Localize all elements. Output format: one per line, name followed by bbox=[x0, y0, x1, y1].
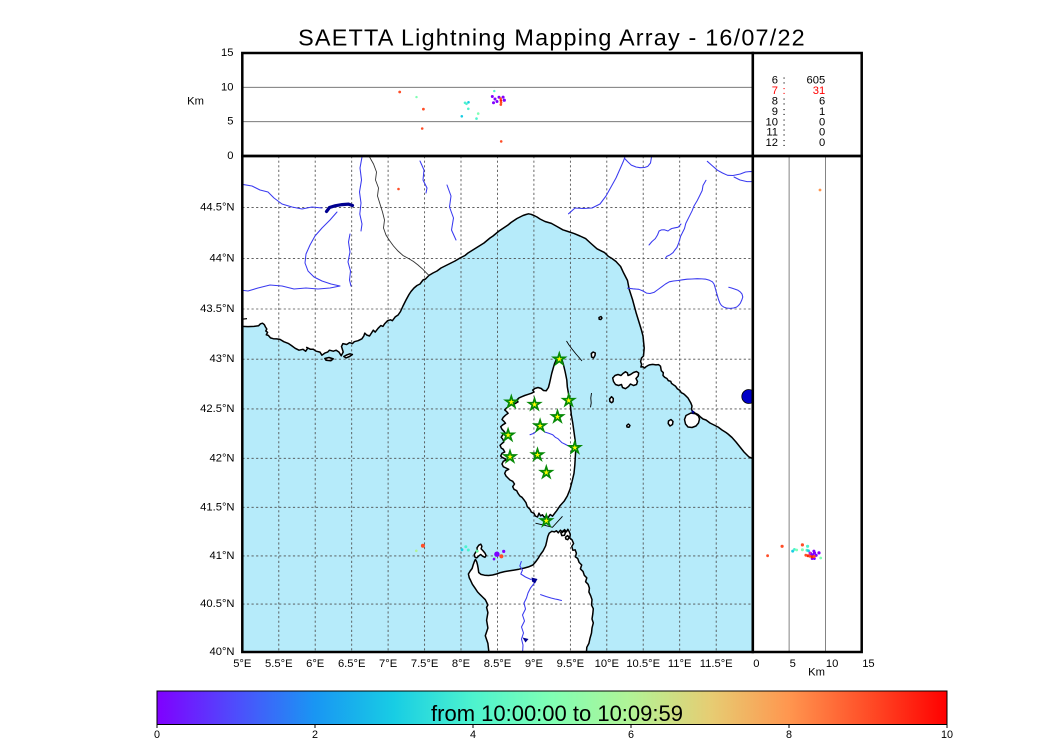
svg-text:0: 0 bbox=[753, 658, 759, 670]
svg-text:10.5°E: 10.5°E bbox=[626, 658, 660, 670]
svg-text:43°N: 43°N bbox=[210, 353, 235, 365]
svg-text:5: 5 bbox=[790, 658, 796, 670]
svg-text:0: 0 bbox=[227, 150, 233, 162]
svg-text:40.5°N: 40.5°N bbox=[200, 598, 234, 610]
svg-text::: : bbox=[783, 106, 786, 118]
svg-text:10: 10 bbox=[941, 729, 953, 741]
svg-text:11.5°E: 11.5°E bbox=[700, 658, 733, 670]
svg-text:11°E: 11°E bbox=[668, 658, 692, 670]
svg-text:41.5°N: 41.5°N bbox=[200, 501, 234, 513]
svg-text::: : bbox=[783, 137, 786, 149]
svg-text:9°E: 9°E bbox=[525, 658, 543, 670]
svg-text:10: 10 bbox=[766, 116, 778, 128]
svg-text:SAETTA Lightning Mapping Array: SAETTA Lightning Mapping Array - 16/07/2… bbox=[298, 25, 806, 51]
svg-text:6: 6 bbox=[772, 75, 778, 87]
svg-text:8.5°E: 8.5°E bbox=[484, 658, 512, 670]
svg-text:5.5°E: 5.5°E bbox=[265, 658, 293, 670]
svg-text:6.5°E: 6.5°E bbox=[338, 658, 366, 670]
svg-text:8: 8 bbox=[786, 729, 792, 741]
svg-text:42.5°N: 42.5°N bbox=[200, 403, 234, 415]
svg-text:42°N: 42°N bbox=[210, 452, 235, 464]
svg-text::: : bbox=[783, 116, 786, 128]
svg-text:0: 0 bbox=[819, 116, 825, 128]
svg-text:7: 7 bbox=[772, 85, 778, 97]
svg-text:1: 1 bbox=[819, 106, 825, 118]
svg-text:43.5°N: 43.5°N bbox=[200, 303, 234, 315]
svg-text:7°E: 7°E bbox=[379, 658, 397, 670]
svg-text:6: 6 bbox=[628, 729, 634, 741]
svg-text:44.5°N: 44.5°N bbox=[200, 201, 234, 213]
svg-text::: : bbox=[783, 96, 786, 108]
svg-text::: : bbox=[783, 85, 786, 97]
svg-text:15: 15 bbox=[221, 47, 233, 59]
svg-text:9.5°E: 9.5°E bbox=[557, 658, 585, 670]
svg-text:11: 11 bbox=[766, 127, 778, 139]
svg-text:8: 8 bbox=[772, 96, 778, 108]
svg-text:8°E: 8°E bbox=[452, 658, 470, 670]
svg-text:9: 9 bbox=[772, 106, 778, 118]
svg-text:605: 605 bbox=[807, 75, 826, 87]
svg-text:4: 4 bbox=[470, 729, 476, 741]
svg-text::: : bbox=[783, 75, 786, 87]
svg-text:44°N: 44°N bbox=[210, 252, 235, 264]
svg-text:7.5°E: 7.5°E bbox=[411, 658, 439, 670]
svg-text:41°N: 41°N bbox=[210, 550, 235, 562]
svg-text:0: 0 bbox=[819, 127, 825, 139]
svg-text:12: 12 bbox=[766, 137, 778, 149]
svg-text:40°N: 40°N bbox=[210, 646, 235, 658]
svg-text:2: 2 bbox=[312, 729, 318, 741]
svg-text:5: 5 bbox=[227, 116, 233, 128]
svg-text:5°E: 5°E bbox=[233, 658, 251, 670]
svg-text:10°E: 10°E bbox=[595, 658, 619, 670]
svg-text:6°E: 6°E bbox=[306, 658, 324, 670]
svg-text:Km: Km bbox=[808, 666, 825, 678]
svg-text:10: 10 bbox=[826, 658, 838, 670]
svg-text::: : bbox=[783, 127, 786, 139]
svg-text:0: 0 bbox=[154, 729, 160, 741]
svg-text:Km: Km bbox=[187, 96, 204, 108]
svg-text:10: 10 bbox=[221, 81, 233, 93]
svg-text:6: 6 bbox=[819, 96, 825, 108]
svg-text:15: 15 bbox=[862, 658, 874, 670]
svg-text:0: 0 bbox=[819, 137, 825, 149]
svg-text:31: 31 bbox=[813, 85, 825, 97]
svg-text:from 10:00:00 to 10:09:59: from 10:00:00 to 10:09:59 bbox=[431, 701, 683, 726]
